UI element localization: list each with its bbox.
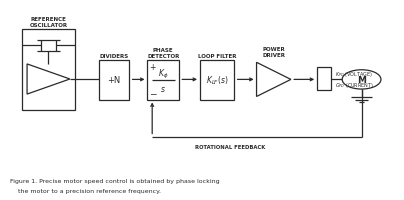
Bar [147,61,179,100]
Text: $K_{PD}$ (VOLTAGE): $K_{PD}$ (VOLTAGE) [335,70,372,79]
Text: $K_\phi$: $K_\phi$ [158,67,168,80]
Bar [200,61,234,100]
Text: PHASE
DETECTOR: PHASE DETECTOR [147,48,179,59]
Text: REFERENCE
OSCILLATOR: REFERENCE OSCILLATOR [29,17,67,28]
Text: Figure 1. Precise motor speed control is obtained by phase locking: Figure 1. Precise motor speed control is… [10,178,220,183]
Bar [99,61,129,100]
Bar [317,68,331,91]
Text: the motor to a precision reference frequency.: the motor to a precision reference frequ… [10,188,161,193]
Text: M: M [357,76,366,84]
Text: ROTATIONAL FEEDBACK: ROTATIONAL FEEDBACK [195,144,265,149]
Text: POWER
DRIVER: POWER DRIVER [262,47,285,58]
Text: DIVIDERS: DIVIDERS [99,54,129,59]
Text: −: − [149,89,157,98]
Bar [22,30,75,110]
Text: +N: +N [107,76,121,85]
Text: s: s [161,84,165,93]
Text: $K_{LF}(s)$: $K_{LF}(s)$ [206,74,228,87]
Text: $G_{PD}$ (CURRENT): $G_{PD}$ (CURRENT) [335,80,373,89]
Text: LOOP FILTER: LOOP FILTER [198,54,236,59]
Text: +: + [149,63,156,72]
